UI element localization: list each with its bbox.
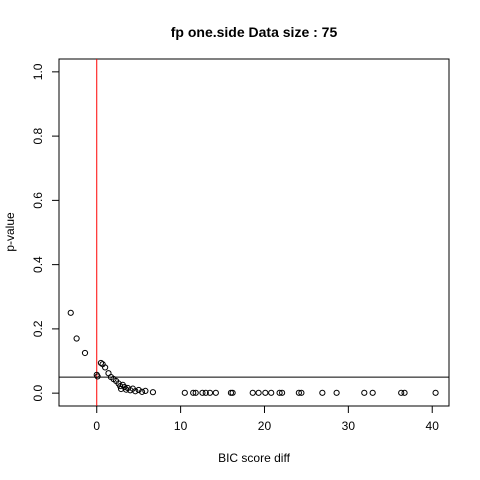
y-axis: 0.0 0.2 0.4 0.6 0.8 1.0 <box>31 63 60 401</box>
data-point <box>361 389 368 396</box>
data-point <box>398 389 405 396</box>
data-point <box>190 389 197 396</box>
data-point <box>199 389 206 396</box>
data-point <box>138 388 146 395</box>
data-point <box>73 335 80 342</box>
reference-lines <box>59 59 449 406</box>
data-point <box>229 389 236 396</box>
data-point <box>97 359 105 367</box>
data-point <box>255 389 262 396</box>
data-point <box>369 389 376 396</box>
data-point <box>249 389 256 396</box>
data-point <box>268 389 275 396</box>
data-point <box>262 389 269 396</box>
y-tick-label: 0.0 <box>31 384 45 401</box>
data-point <box>149 389 157 396</box>
data-point <box>102 364 109 371</box>
data-point <box>276 389 283 396</box>
chart-title: fp one.side Data size : 75 <box>171 24 338 40</box>
data-point <box>94 373 101 380</box>
data-point <box>81 349 89 357</box>
data-point <box>122 386 130 393</box>
x-tick-label: 10 <box>174 419 188 433</box>
data-point <box>132 388 139 395</box>
y-tick-label: 0.2 <box>31 320 45 337</box>
plot-frame <box>58 58 450 407</box>
data-point <box>192 389 199 396</box>
y-tick-label: 1.0 <box>31 63 45 80</box>
data-point <box>206 389 214 396</box>
x-tick-label: 40 <box>426 419 440 433</box>
y-tick-label: 0.8 <box>31 127 45 144</box>
x-tick-label: 30 <box>342 419 356 433</box>
y-tick-label: 0.6 <box>31 192 45 209</box>
data-point <box>319 389 326 396</box>
y-axis-label: p-value <box>3 212 17 252</box>
data-point <box>142 387 149 394</box>
data-point <box>298 389 305 396</box>
x-axis: 0 10 20 30 40 <box>93 405 440 433</box>
data-points <box>67 309 439 396</box>
x-axis-label: BIC score diff <box>218 451 290 465</box>
data-point <box>181 389 188 396</box>
data-point <box>401 389 408 396</box>
data-point <box>432 389 439 396</box>
plot-area <box>58 58 450 407</box>
x-tick-label: 20 <box>258 419 272 433</box>
data-point <box>295 389 302 396</box>
data-point <box>135 386 142 394</box>
data-point <box>278 389 286 396</box>
data-point <box>202 389 209 396</box>
y-tick-label: 0.4 <box>31 256 45 273</box>
data-point <box>212 389 219 396</box>
data-point <box>67 309 74 316</box>
x-tick-label: 0 <box>93 419 100 433</box>
data-point <box>333 389 340 396</box>
